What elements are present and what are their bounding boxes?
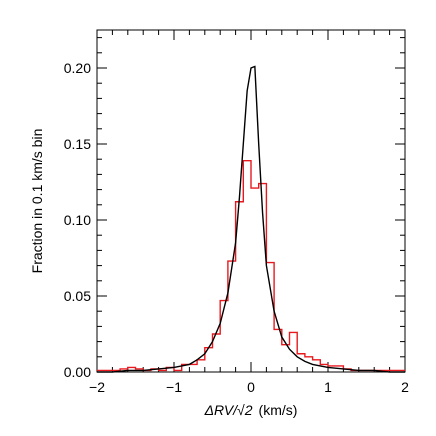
y-tick-label: 0.15 xyxy=(64,136,91,152)
plot-frame xyxy=(96,29,406,373)
x-tick-label: −1 xyxy=(166,379,182,395)
histogram-series xyxy=(97,160,405,372)
x-tick-labels: −2 −1 0 1 2 xyxy=(89,379,409,395)
axis-ticks xyxy=(96,30,406,373)
x-tick-label: 1 xyxy=(324,379,332,395)
y-tick-labels: 0.00 0.05 0.10 0.15 0.20 xyxy=(64,60,91,380)
y-tick-label: 0.10 xyxy=(64,212,91,228)
y-axis-label: Fraction in 0.1 km/s bin xyxy=(29,129,45,274)
x-axis-label-units: (km/s) xyxy=(259,402,298,418)
y-tick-label: 0.05 xyxy=(64,288,91,304)
x-tick-label: −2 xyxy=(89,379,105,395)
y-tick-label: 0.20 xyxy=(64,60,91,76)
model-curve-series xyxy=(97,65,405,373)
y-tick-label: 0.00 xyxy=(64,364,91,380)
x-axis-label: ΔRV/√2 (km/s) xyxy=(204,402,298,418)
x-tick-label: 2 xyxy=(401,379,409,395)
x-axis-label-quantity: ΔRV/√2 xyxy=(204,402,253,418)
series-layer xyxy=(97,65,405,373)
x-tick-label: 0 xyxy=(247,379,255,395)
